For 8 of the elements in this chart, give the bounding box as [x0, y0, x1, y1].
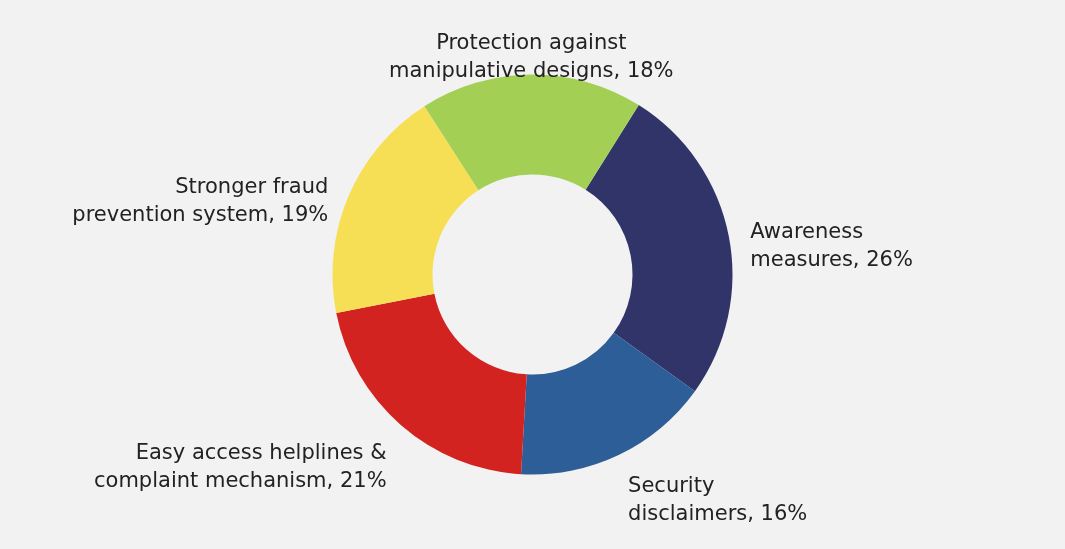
donut-slice [521, 332, 695, 475]
slice-label: Easy access helplines & complaint mechanism, 21% [94, 439, 387, 492]
slice-label: Awareness measures, 26% [750, 218, 913, 271]
slice-label: Protection against manipulative designs, 18% [389, 29, 674, 82]
slice-label: Stronger fraud prevention system, 19% [72, 174, 329, 227]
slice-label: Security disclaimers, 16% [628, 472, 808, 525]
donut-slice [332, 106, 479, 314]
donut-slice [585, 105, 733, 392]
